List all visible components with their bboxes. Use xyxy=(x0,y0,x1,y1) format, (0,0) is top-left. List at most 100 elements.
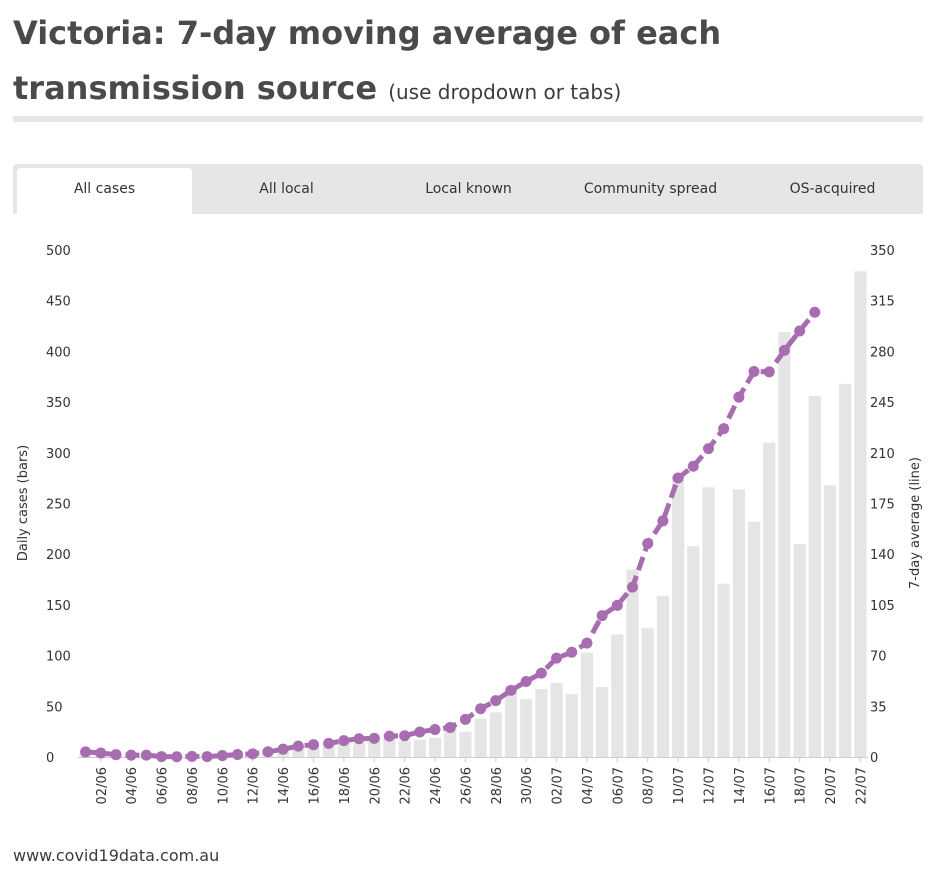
line-point xyxy=(657,515,669,527)
line-point xyxy=(429,723,441,735)
line-point xyxy=(611,599,623,611)
y-left-tick-label: 100 xyxy=(46,650,71,665)
x-tick-label: 30/06 xyxy=(520,767,535,804)
bar xyxy=(398,740,411,757)
x-tick-label: 24/06 xyxy=(429,767,444,804)
bar xyxy=(747,521,761,757)
chart: 0 50 100 150 200 250 300 350 400 450 500 0 35 70 105 14… xyxy=(16,244,923,804)
line-point xyxy=(125,749,137,761)
x-tick-label: 06/06 xyxy=(156,767,171,804)
bar xyxy=(641,628,654,757)
line-point xyxy=(368,732,380,744)
line-point xyxy=(383,730,395,742)
x-tick-label: 02/06 xyxy=(95,767,110,804)
y-right-tick-label: 175 xyxy=(870,498,895,513)
line-point xyxy=(156,751,168,763)
tab-local-known[interactable]: Local known xyxy=(425,181,512,197)
bar xyxy=(352,742,366,757)
line-point xyxy=(490,695,502,707)
x-tick-label: 20/06 xyxy=(368,767,383,804)
x-tick-label: 06/07 xyxy=(611,767,626,804)
line-point xyxy=(581,637,593,649)
line-point xyxy=(110,749,122,761)
x-tick-label: 20/07 xyxy=(824,767,839,804)
x-tick-label: 18/07 xyxy=(794,767,809,804)
line-point xyxy=(444,721,456,733)
bar xyxy=(626,569,639,757)
line-point xyxy=(763,366,775,378)
line-point xyxy=(307,739,319,751)
y-left-tick-label: 350 xyxy=(46,396,71,411)
bar xyxy=(732,489,745,757)
y-left-tick-label: 50 xyxy=(46,700,63,715)
bar xyxy=(535,689,548,757)
bar xyxy=(580,652,594,757)
bar xyxy=(428,737,442,757)
y-left-tick-label: 500 xyxy=(46,244,71,259)
line-point xyxy=(338,735,350,747)
bar xyxy=(413,739,426,757)
x-tick-label: 26/06 xyxy=(459,767,474,804)
line-point xyxy=(551,652,563,664)
line-point xyxy=(414,726,426,738)
bar xyxy=(793,544,806,757)
y-right-tick-label: 350 xyxy=(870,244,895,259)
x-tick-label: 18/06 xyxy=(338,767,353,804)
bar xyxy=(565,694,578,757)
y-left-tick-label: 450 xyxy=(46,295,71,310)
bar xyxy=(763,442,776,757)
line-point xyxy=(672,472,684,484)
y-left-axis-label: Daily cases (bars) xyxy=(16,445,31,561)
y-left-tick-label: 200 xyxy=(46,548,71,563)
page-title: Victoria: 7-day moving average of each t… xyxy=(13,6,923,120)
line-point xyxy=(216,750,228,762)
x-tick-label: 28/06 xyxy=(490,767,505,804)
bar xyxy=(839,383,852,757)
bar xyxy=(823,485,837,757)
title-divider xyxy=(13,116,923,122)
x-tick-label: 16/07 xyxy=(763,767,778,804)
x-tick-label: 12/06 xyxy=(247,767,262,804)
line-point xyxy=(232,749,244,761)
line-point xyxy=(186,750,198,762)
y-right-tick-label: 105 xyxy=(870,599,895,614)
line-point xyxy=(475,703,487,715)
tab-community-spread[interactable]: Community spread xyxy=(583,181,718,197)
tab-all-cases[interactable]: All cases xyxy=(17,168,192,214)
line-point xyxy=(627,581,639,593)
x-tick-label: 04/06 xyxy=(125,767,140,804)
line-point xyxy=(353,733,365,745)
bar xyxy=(611,634,624,757)
tab-all-local[interactable]: All local xyxy=(259,181,314,197)
line-point xyxy=(794,325,806,337)
bar xyxy=(459,731,472,757)
title-main: Victoria: 7-day moving average of each t… xyxy=(13,14,722,107)
x-tick-label: 10/07 xyxy=(672,767,687,804)
bar xyxy=(717,583,730,757)
bar xyxy=(687,546,700,757)
bar xyxy=(778,332,791,757)
bar xyxy=(672,475,685,757)
line-point xyxy=(171,751,183,763)
line-point xyxy=(718,423,730,435)
source-footer[interactable]: www.covid19data.com.au xyxy=(13,846,220,865)
bar xyxy=(474,718,487,757)
y-left-tick-label: 0 xyxy=(46,751,54,766)
x-tick-label: 14/07 xyxy=(733,767,748,804)
x-tick-label: 22/07 xyxy=(854,767,869,804)
x-tick-label: 10/06 xyxy=(216,767,231,804)
bar xyxy=(808,396,821,757)
line-point xyxy=(733,391,745,403)
y-left-tick-label: 300 xyxy=(46,447,71,462)
tab-os-acquired[interactable]: OS-acquired xyxy=(789,181,876,197)
x-tick-label: 08/06 xyxy=(186,767,201,804)
bar xyxy=(383,735,396,757)
y-right-tick-label: 210 xyxy=(870,447,895,462)
bar xyxy=(854,271,867,757)
line-point xyxy=(778,344,790,356)
x-tick-label: 02/07 xyxy=(551,767,566,804)
line-point xyxy=(247,748,259,760)
bar xyxy=(550,682,563,757)
x-tick-label: 14/06 xyxy=(277,767,292,804)
y-right-tick-label: 35 xyxy=(870,700,887,715)
